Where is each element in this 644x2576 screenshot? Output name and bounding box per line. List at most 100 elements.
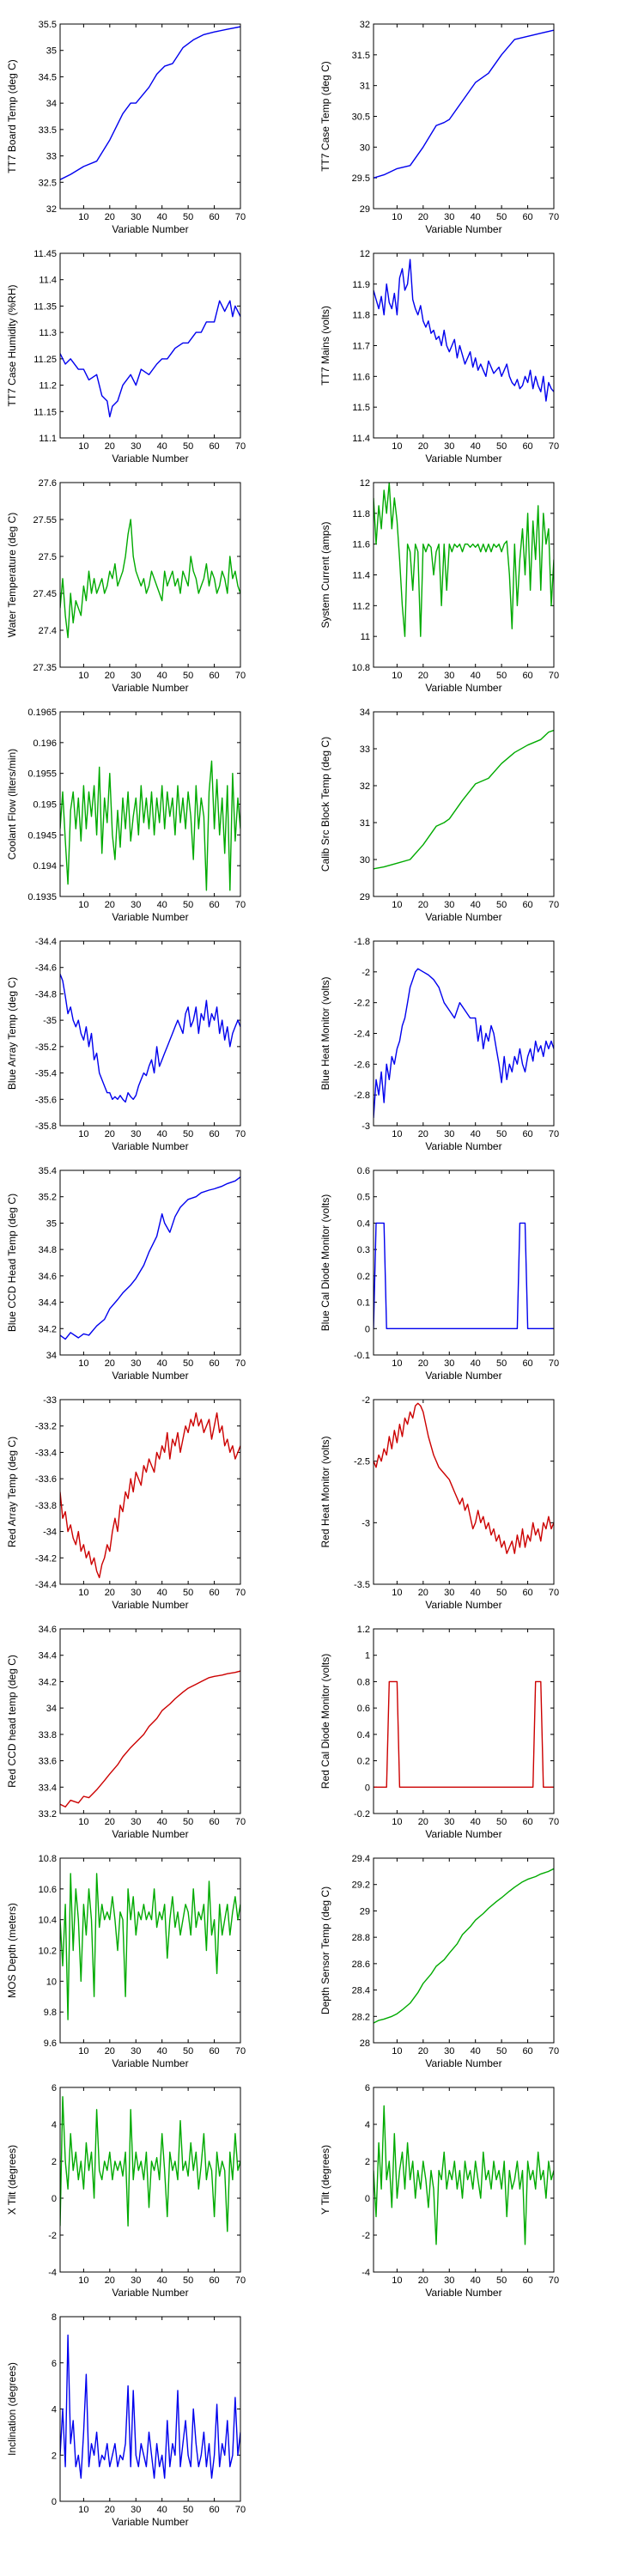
x-tick-label: 60 bbox=[522, 441, 532, 452]
x-tick-label: 20 bbox=[105, 441, 115, 452]
y-tick-label: 10.2 bbox=[39, 1947, 57, 1957]
x-axis-label: Variable Number bbox=[425, 1140, 501, 1152]
x-tick-label: 10 bbox=[78, 2046, 88, 2057]
axes-frame bbox=[373, 1628, 555, 1814]
x-axis-label: Variable Number bbox=[112, 911, 188, 923]
x-tick-label: 60 bbox=[209, 2275, 219, 2286]
chart-panel-8: 10 20 30 40 50 60 70 29 30 31 32 33 34 Variable Numbe… bbox=[313, 705, 592, 933]
x-tick-label: 20 bbox=[418, 1358, 428, 1369]
y-tick-label: 31 bbox=[360, 82, 370, 92]
x-tick-label: 70 bbox=[235, 1817, 246, 1827]
chart-panel-11: 10 20 30 40 50 60 70 34 34.2 34.4 34.6 34.8 35 35.2 35… bbox=[0, 1163, 279, 1391]
x-tick-label: 70 bbox=[549, 2275, 559, 2286]
y-tick-label: 31.5 bbox=[352, 51, 370, 61]
chart-panel-7: 10 20 30 40 50 60 70 0.1935 0.194 0.1945 0.195 0.19… bbox=[0, 705, 279, 933]
x-tick-label: 50 bbox=[183, 1588, 193, 1598]
y-axis-label: MOS Depth (meters) bbox=[6, 1903, 18, 1998]
chart-svg-10: 10 20 30 40 50 60 70 -3 -2.8 -2.6 -2.4 -2.2 -2 -1.8 Va… bbox=[319, 937, 559, 1152]
axes-frame bbox=[373, 940, 555, 1127]
x-tick-label: 30 bbox=[444, 900, 454, 910]
series-line bbox=[374, 483, 554, 637]
x-tick-label: 50 bbox=[183, 1358, 193, 1369]
x-tick-label: 30 bbox=[131, 1358, 141, 1369]
y-tick-label: -3 bbox=[361, 1121, 370, 1132]
x-tick-label: 70 bbox=[549, 441, 559, 452]
x-tick-label: 10 bbox=[392, 2275, 402, 2286]
y-tick-label: 34 bbox=[46, 99, 57, 109]
x-tick-label: 50 bbox=[496, 2046, 507, 2057]
y-tick-label: 0.4 bbox=[357, 1218, 370, 1229]
y-axis-label: TT7 Mains (volts) bbox=[319, 306, 331, 386]
x-tick-label: 70 bbox=[549, 212, 559, 222]
y-tick-label: -34.6 bbox=[35, 963, 57, 974]
x-axis-label: Variable Number bbox=[112, 1370, 188, 1382]
y-tick-label: -2.8 bbox=[354, 1091, 370, 1101]
x-tick-label: 40 bbox=[471, 900, 481, 910]
y-tick-label: 34.5 bbox=[39, 72, 57, 82]
x-tick-label: 70 bbox=[235, 1358, 246, 1369]
x-tick-label: 60 bbox=[522, 2275, 532, 2286]
x-tick-label: 70 bbox=[235, 2275, 246, 2286]
y-tick-label: 11.2 bbox=[39, 381, 57, 392]
chart-panel-18: 10 20 30 40 50 60 70 28 28.2 28.4 28.6 28.8 29 29.2 29… bbox=[313, 1851, 592, 2079]
x-axis-label: Variable Number bbox=[425, 223, 501, 235]
y-tick-label: -2 bbox=[361, 2231, 370, 2241]
y-tick-label: 33.2 bbox=[39, 1809, 57, 1820]
y-tick-label: 11.6 bbox=[352, 372, 370, 382]
series-line bbox=[374, 1680, 554, 1789]
x-tick-label: 60 bbox=[522, 212, 532, 222]
x-tick-label: 10 bbox=[392, 1129, 402, 1139]
y-tick-label: 30 bbox=[360, 855, 370, 866]
chart-svg-13: 10 20 30 40 50 60 70 -34.4 -34.2 -34 -33.8 -33.6 -33… bbox=[6, 1395, 246, 1611]
x-tick-label: 30 bbox=[444, 1588, 454, 1598]
y-tick-label: 35.4 bbox=[39, 1166, 57, 1176]
y-tick-label: -34.8 bbox=[35, 989, 57, 999]
y-tick-label: 11.3 bbox=[39, 328, 57, 338]
x-tick-label: 10 bbox=[78, 1358, 88, 1369]
chart-panel-5: 10 20 30 40 50 60 70 27.35 27.4 27.45 27.5 27.55 27.… bbox=[0, 476, 279, 703]
x-tick-label: 20 bbox=[418, 2275, 428, 2286]
x-tick-label: 10 bbox=[78, 2275, 88, 2286]
axes-frame bbox=[59, 1857, 241, 2044]
x-tick-label: 70 bbox=[235, 1129, 246, 1139]
series-line bbox=[60, 1176, 240, 1340]
series-line bbox=[374, 729, 554, 870]
y-tick-label: 0 bbox=[52, 2497, 57, 2507]
x-axis-label: Variable Number bbox=[112, 1828, 188, 1840]
axes-frame bbox=[373, 1170, 555, 1356]
x-tick-label: 50 bbox=[183, 2275, 193, 2286]
chart-panel-4: 10 20 30 40 50 60 70 11.4 11.5 11.6 11.7 11.8 11.9 12… bbox=[313, 246, 592, 474]
y-tick-label: 1 bbox=[365, 1651, 370, 1662]
x-tick-label: 10 bbox=[78, 441, 88, 452]
y-tick-label: 11.4 bbox=[352, 434, 370, 444]
x-tick-label: 40 bbox=[157, 441, 167, 452]
series-line bbox=[60, 300, 240, 418]
y-tick-label: 31 bbox=[360, 818, 370, 829]
axes-frame bbox=[59, 2316, 241, 2502]
y-tick-label: -33 bbox=[43, 1395, 57, 1406]
x-tick-label: 30 bbox=[131, 2046, 141, 2057]
y-axis-label: Inclination (degrees) bbox=[6, 2362, 18, 2456]
y-tick-label: 6 bbox=[52, 2359, 57, 2369]
series-line bbox=[60, 974, 240, 1103]
x-tick-label: 30 bbox=[444, 2046, 454, 2057]
x-tick-label: 40 bbox=[157, 2046, 167, 2057]
y-tick-label: 8 bbox=[52, 2312, 57, 2323]
y-tick-label: 27.5 bbox=[39, 552, 57, 562]
y-tick-label: 11.6 bbox=[352, 540, 370, 550]
x-axis-label: Variable Number bbox=[425, 911, 501, 923]
x-tick-label: 40 bbox=[471, 1358, 481, 1369]
y-tick-label: 11.4 bbox=[39, 276, 57, 286]
y-tick-label: 11 bbox=[361, 632, 370, 642]
chart-svg-4: 10 20 30 40 50 60 70 11.4 11.5 11.6 11.7 11.8 11.9 12… bbox=[319, 249, 559, 465]
x-axis-label: Variable Number bbox=[425, 1370, 501, 1382]
x-tick-label: 50 bbox=[496, 1358, 507, 1369]
y-axis-label: TT7 Case Temp (deg C) bbox=[319, 61, 331, 172]
x-tick-label: 20 bbox=[105, 2505, 115, 2515]
x-tick-label: 10 bbox=[392, 671, 402, 681]
y-tick-label: 34.4 bbox=[39, 1651, 57, 1662]
x-tick-label: 30 bbox=[131, 1817, 141, 1827]
y-tick-label: 28.4 bbox=[352, 1986, 370, 1996]
x-tick-label: 50 bbox=[183, 900, 193, 910]
y-tick-label: -4 bbox=[48, 2268, 57, 2278]
